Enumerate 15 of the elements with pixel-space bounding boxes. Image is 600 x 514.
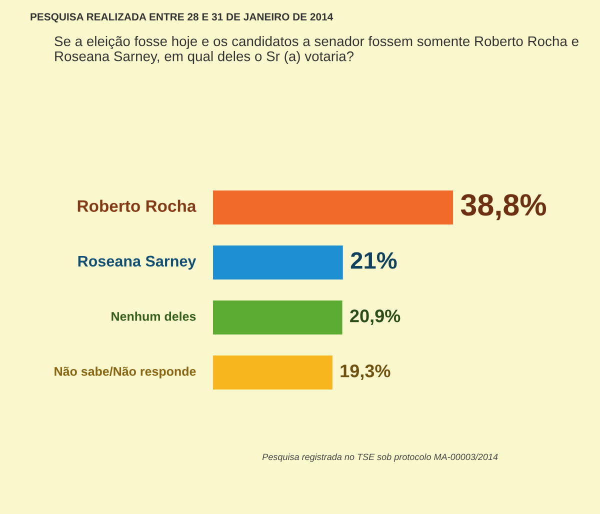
y-tick-label: Roberto Rocha: [78, 200, 196, 212]
bar: [213, 355, 332, 390]
data-label: 20,9%: [350, 310, 400, 325]
data-label: 21%: [350, 252, 397, 269]
data-label: 19,3%: [340, 364, 390, 380]
chart-subtitle: Se a eleição fosse hoje e os candidatos a senador fossem somente Roberto Rocha e Roseana Sarney, em qual deles o Sr (a) votaria?: [54, 36, 578, 64]
text: Pesquisa registrada no TSE sob protocolo MA-00003/2014: [262, 453, 498, 462]
bar: [213, 190, 453, 225]
data-label: 38,8%: [460, 194, 546, 220]
y-tick-label: Nenhum deles: [112, 312, 196, 321]
bar: [213, 300, 342, 335]
chart-title: PESQUISA REALIZADA ENTRE 28 E 31 DE JANEIRO DE 2014: [30, 13, 334, 22]
y-tick-label: Não sabe/Não responde: [54, 366, 196, 378]
y-tick-label: Roseana Sarney: [78, 256, 196, 270]
bar: [213, 245, 343, 280]
